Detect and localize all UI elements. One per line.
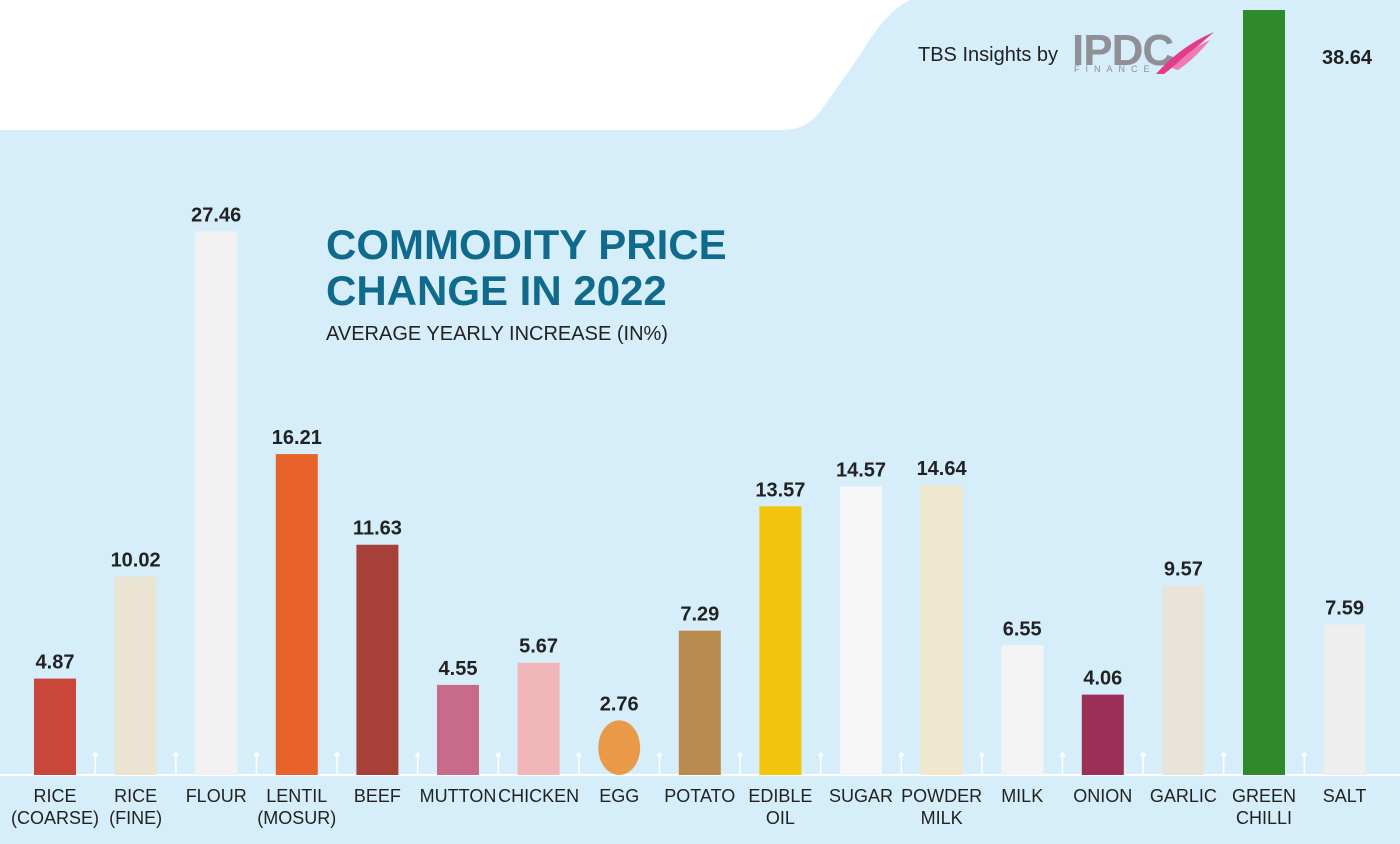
category-label: LENTIL bbox=[266, 786, 327, 806]
category-label: CHILLI bbox=[1236, 808, 1292, 828]
bar bbox=[678, 630, 721, 775]
axis-tick-dot bbox=[818, 752, 824, 758]
axis-tick-dot bbox=[415, 752, 421, 758]
data-label: 27.46 bbox=[191, 204, 241, 226]
bar bbox=[275, 454, 318, 775]
axis-tick-dot bbox=[254, 752, 259, 758]
category-label: (MOSUR) bbox=[257, 808, 336, 828]
data-label: 7.59 bbox=[1325, 598, 1364, 620]
axis-tick-dot bbox=[979, 752, 985, 758]
bar bbox=[1162, 585, 1205, 775]
axis-tick-dot bbox=[173, 752, 179, 758]
data-label: 10.02 bbox=[111, 550, 161, 572]
ipdc-logo: IPDC bbox=[1072, 26, 1174, 75]
category-label: POWDER bbox=[901, 786, 982, 806]
axis-tick-dot bbox=[92, 752, 98, 758]
data-label: 38.64 bbox=[1322, 47, 1373, 69]
axis-tick-dot bbox=[1301, 752, 1307, 758]
data-label: 9.57 bbox=[1164, 559, 1203, 581]
chart-subtitle: AVERAGE YEARLY INCREASE (IN%) bbox=[326, 323, 668, 345]
category-label: MILK bbox=[921, 808, 963, 828]
category-label: RICE bbox=[33, 786, 76, 806]
category-label: CHICKEN bbox=[498, 786, 579, 806]
data-label: 2.76 bbox=[600, 693, 639, 715]
bar bbox=[840, 486, 882, 775]
category-label: EDIBLE bbox=[748, 786, 812, 806]
axis-tick-dot bbox=[576, 752, 582, 758]
bar bbox=[356, 544, 399, 775]
category-label: ONION bbox=[1073, 786, 1132, 806]
bar bbox=[1243, 10, 1285, 775]
bar bbox=[598, 720, 641, 776]
bar bbox=[517, 662, 560, 775]
category-label: (COARSE) bbox=[11, 808, 99, 828]
category-label: POTATO bbox=[664, 786, 735, 806]
category-label: GREEN bbox=[1232, 786, 1296, 806]
axis-tick-dot bbox=[1140, 752, 1146, 758]
axis-tick-dot bbox=[495, 752, 501, 758]
data-label: 5.67 bbox=[519, 636, 558, 658]
axis-tick-dot bbox=[737, 752, 743, 758]
category-label: OIL bbox=[766, 808, 795, 828]
data-label: 13.57 bbox=[755, 479, 805, 501]
ipdc-logo-subtext: FINANCE bbox=[1074, 64, 1156, 74]
data-label: 16.21 bbox=[272, 427, 322, 449]
data-label: 4.87 bbox=[36, 652, 75, 674]
axis-tick-dot bbox=[898, 752, 904, 758]
axis-tick-dot bbox=[334, 752, 340, 758]
bar bbox=[1081, 694, 1124, 775]
category-label: GARLIC bbox=[1150, 786, 1217, 806]
data-label: 6.55 bbox=[1003, 618, 1042, 640]
category-label: RICE bbox=[114, 786, 157, 806]
bar bbox=[195, 231, 238, 776]
category-label: BEEF bbox=[354, 786, 401, 806]
axis-tick-dot bbox=[1060, 752, 1065, 758]
category-label: SUGAR bbox=[829, 786, 893, 806]
bar bbox=[34, 678, 76, 775]
data-label: 14.57 bbox=[836, 460, 886, 482]
bar bbox=[1323, 624, 1366, 775]
chart-title: COMMODITY PRICE CHANGE IN 2022 bbox=[326, 221, 727, 314]
bar bbox=[114, 576, 157, 775]
bar bbox=[759, 506, 802, 775]
data-label: 14.64 bbox=[917, 458, 968, 480]
data-label: 4.06 bbox=[1083, 668, 1122, 690]
category-label: SALT bbox=[1323, 786, 1367, 806]
category-label: MILK bbox=[1001, 786, 1043, 806]
category-label: MUTTON bbox=[420, 786, 497, 806]
category-label: (FINE) bbox=[109, 808, 162, 828]
bar bbox=[920, 485, 963, 775]
bar bbox=[1001, 645, 1044, 775]
axis-tick-dot bbox=[1221, 752, 1227, 758]
data-label: 7.29 bbox=[680, 604, 719, 626]
bar bbox=[437, 684, 479, 775]
axis-tick-dot bbox=[657, 752, 662, 758]
brand-text: TBS Insights by bbox=[918, 44, 1059, 66]
category-label: EGG bbox=[599, 786, 639, 806]
data-label: 11.63 bbox=[353, 518, 402, 540]
ipdc-swoosh-icon bbox=[1156, 32, 1214, 74]
data-label: 4.55 bbox=[439, 658, 478, 680]
category-label: FLOUR bbox=[186, 786, 247, 806]
